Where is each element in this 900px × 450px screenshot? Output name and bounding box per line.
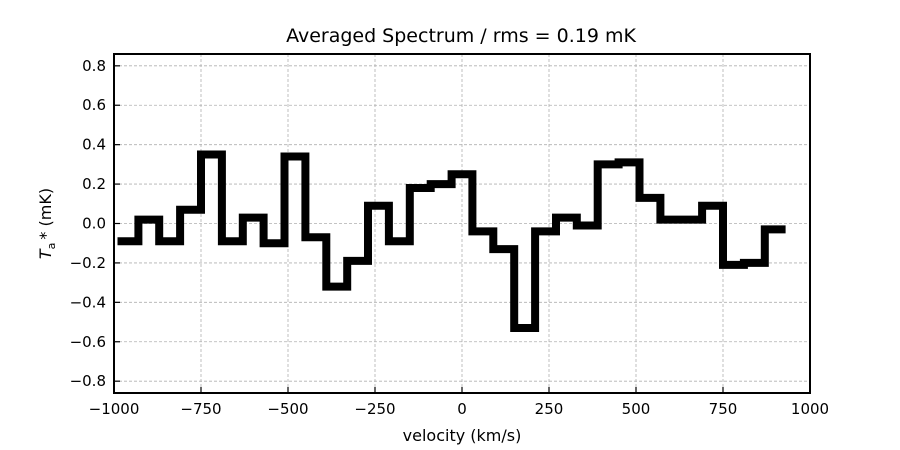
spectrum-step-line [117, 150, 786, 332]
y-tick-label: 0.2 [82, 175, 106, 193]
x-tick-label: 750 [709, 400, 738, 418]
chart-title: Averaged Spectrum / rms = 0.19 mK [286, 25, 636, 47]
x-tick-label: −250 [354, 400, 395, 418]
x-axis-title: velocity (km/s) [403, 426, 522, 445]
x-tick-label: −1000 [89, 400, 140, 418]
y-tick-label: 0.0 [82, 215, 106, 233]
y-axis-title-symbol: T [36, 248, 55, 259]
y-tick-label: −0.6 [70, 333, 106, 351]
x-tick-label: 1000 [791, 400, 829, 418]
y-axis-title: Ta * (mK) [36, 188, 58, 259]
y-tick-label: −0.4 [70, 293, 106, 311]
x-tick-label: 0 [457, 400, 467, 418]
series-layer [117, 150, 786, 332]
y-tick-label: 0.4 [82, 136, 106, 154]
y-axis-title-subscript: a [45, 243, 58, 250]
y-tick-label: −0.2 [70, 254, 106, 272]
x-tick-label: 500 [622, 400, 651, 418]
y-axis-title-unit: * (mK) [36, 188, 55, 240]
x-tick-label: −750 [180, 400, 221, 418]
x-tick-label: 250 [535, 400, 564, 418]
grid-layer [114, 54, 810, 393]
y-tick-label: 0.8 [82, 57, 106, 75]
x-tick-label: −500 [267, 400, 308, 418]
tick-layer: −1000 −750 −500 −250 0 250 500 750 1000 −0.8 −0.6 −… [70, 57, 830, 418]
y-tick-label: −0.8 [70, 372, 106, 390]
y-tick-label: 0.6 [82, 96, 106, 114]
